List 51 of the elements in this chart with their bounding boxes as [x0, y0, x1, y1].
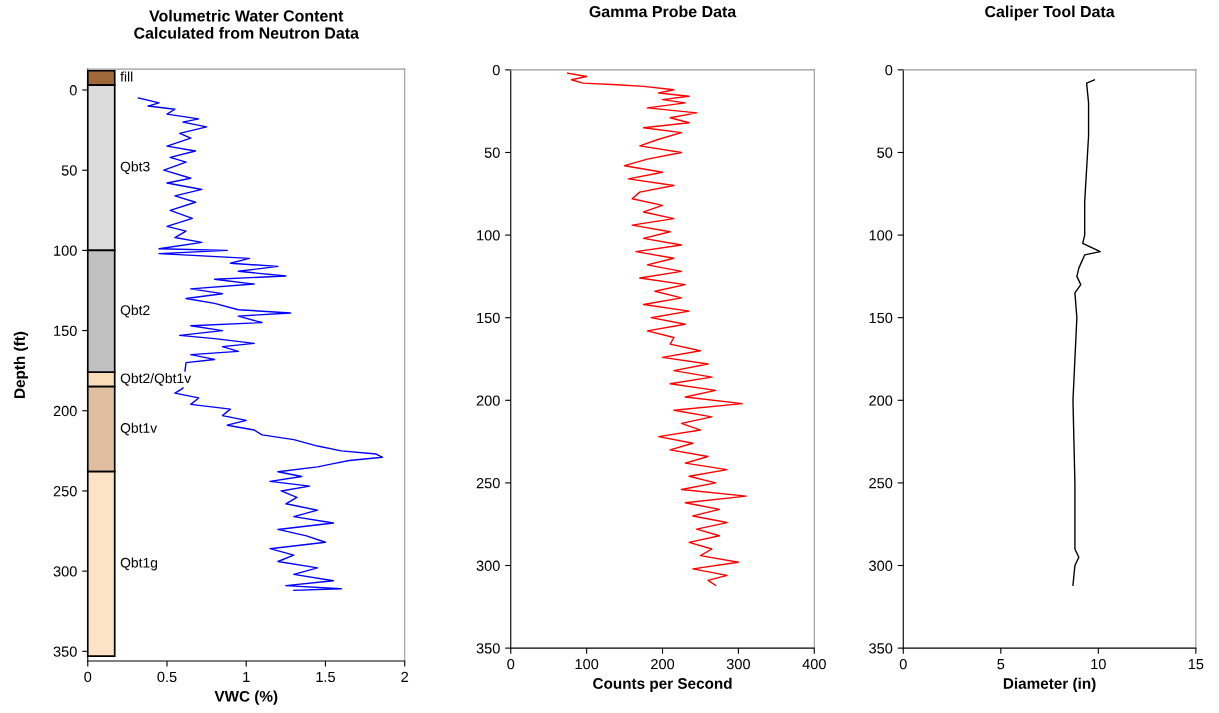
band-label: fill — [120, 71, 133, 82]
y-tick-label: 100 — [477, 230, 500, 241]
y-axis-title: Depth (ft) — [13, 331, 29, 398]
y-tick-label: 0 — [885, 64, 893, 76]
y-tick-label: 150 — [477, 312, 500, 324]
y-tick-label: 250 — [53, 486, 77, 497]
y-tick-label: 200 — [53, 405, 77, 417]
x-axis-title: VWC (%) — [214, 690, 278, 705]
band-label: Qbt2 — [120, 304, 150, 318]
y-tick-label: 100 — [54, 245, 77, 256]
y-tick-label: 350 — [476, 643, 500, 654]
y-tick-label: 50 — [877, 147, 893, 158]
y-tick-label: 300 — [53, 566, 77, 577]
x-tick-label: 10 — [1091, 658, 1106, 670]
y-tick-label: 100 — [869, 230, 893, 241]
y-tick-label: 300 — [869, 560, 893, 571]
x-tick-label: 200 — [651, 658, 675, 670]
x-tick-label: 15 — [1188, 659, 1204, 670]
y-tick-label: 350 — [53, 646, 77, 657]
y-tick-label: 0 — [69, 85, 77, 96]
y-tick-label: 50 — [61, 165, 77, 176]
x-tick-label: 5 — [997, 659, 1005, 670]
band-label: Qbt2/Qbt1v — [120, 373, 192, 386]
y-tick-label: 50 — [484, 147, 500, 158]
x-tick-label: 0 — [507, 658, 515, 670]
y-tick-label: 200 — [476, 395, 500, 406]
y-tick-label: 150 — [869, 312, 893, 324]
x-tick-label: 300 — [726, 658, 751, 670]
y-tick-label: 150 — [54, 325, 77, 336]
y-tick-label: 300 — [476, 560, 500, 571]
chart-title: Gamma Probe Data — [589, 5, 737, 18]
y-tick-label: 250 — [476, 478, 500, 489]
x-tick-label: 2 — [401, 671, 409, 682]
band-label: Qbt1v — [120, 422, 158, 436]
x-tick-label: 0 — [899, 658, 907, 670]
y-tick-label: 200 — [869, 395, 893, 406]
y-tick-label: 350 — [869, 643, 893, 654]
chart-title: Volumetric Water Content Calculated from Neutron Data — [134, 9, 360, 39]
x-tick-label: 0.5 — [157, 671, 177, 683]
x-axis-title: Diameter (in) — [1003, 677, 1096, 692]
x-tick-label: 1 — [243, 671, 250, 682]
x-axis-title: Counts per Second — [593, 677, 732, 692]
band-label: Qbt3 — [120, 161, 150, 175]
x-tick-label: 400 — [802, 658, 826, 670]
x-tick-label: 100 — [575, 658, 599, 670]
band-label: Qbt1g — [120, 557, 158, 571]
x-tick-label: 1.5 — [316, 671, 335, 683]
x-tick-label: 0 — [84, 671, 92, 683]
chart-title: Caliper Tool Data — [985, 5, 1115, 21]
y-tick-label: 0 — [492, 64, 500, 76]
y-tick-label: 250 — [869, 478, 893, 489]
